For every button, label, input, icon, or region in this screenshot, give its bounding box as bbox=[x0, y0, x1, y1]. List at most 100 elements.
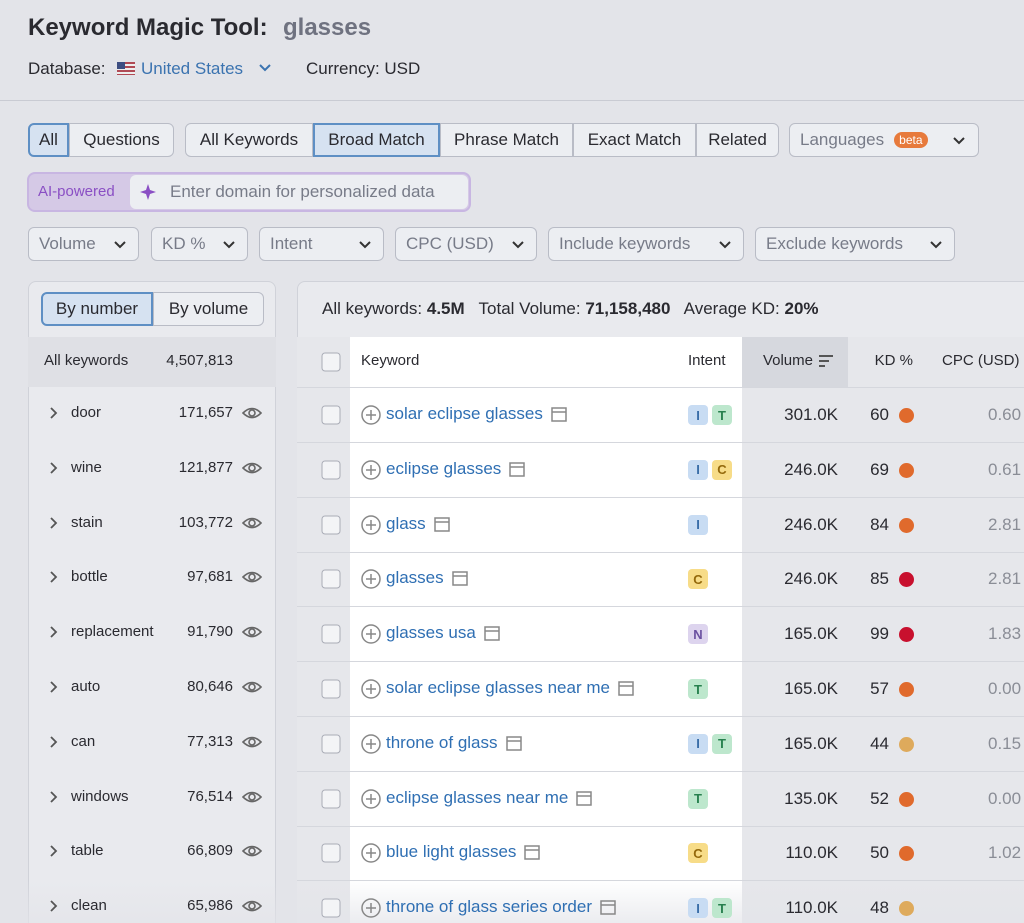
all-keywords-count: 4,507,813 bbox=[166, 352, 233, 369]
row-divider bbox=[297, 825, 1024, 827]
tab[interactable]: All bbox=[28, 123, 69, 157]
filter[interactable]: Volume bbox=[28, 227, 139, 261]
tab[interactable]: All Keywords bbox=[185, 123, 313, 157]
keyword[interactable]: solar eclipse glasses bbox=[386, 404, 543, 423]
keyword[interactable]: blue light glasses bbox=[386, 842, 517, 862]
kd-dot bbox=[899, 572, 914, 588]
eye-icon bbox=[241, 515, 263, 536]
checkbox bbox=[321, 460, 341, 485]
intent-badge: I bbox=[688, 514, 708, 535]
expand-icon bbox=[48, 899, 60, 918]
add-icon-svg bbox=[361, 898, 381, 918]
intent-badge: I bbox=[688, 405, 708, 425]
chevron bbox=[222, 238, 236, 256]
group-name[interactable]: stain bbox=[71, 513, 103, 531]
kd: 85 bbox=[870, 569, 889, 589]
serp-icon-svg bbox=[576, 790, 593, 806]
group-name[interactable]: windows bbox=[71, 787, 129, 805]
languages-label: Languages bbox=[800, 130, 885, 149]
group-name[interactable]: table bbox=[71, 842, 104, 860]
filter[interactable]: Exclude keywords bbox=[755, 227, 955, 261]
expand-icon-svg bbox=[50, 900, 58, 912]
tab[interactable]: Phrase Match bbox=[440, 123, 573, 157]
expand-icon bbox=[48, 516, 60, 535]
keyword[interactable]: eclipse glasses near me bbox=[386, 787, 569, 807]
column-header[interactable]: CPC (USD) bbox=[942, 352, 1020, 369]
chevron bbox=[259, 64, 271, 72]
cpc: 1.02 bbox=[988, 843, 1022, 863]
add-icon-svg bbox=[361, 569, 381, 590]
chevron bbox=[953, 137, 965, 145]
intent-badge: I bbox=[688, 898, 708, 919]
add-icon bbox=[361, 898, 381, 923]
kd: 60 bbox=[870, 405, 889, 424]
group-name[interactable]: door bbox=[71, 404, 102, 421]
filter[interactable]: KD % bbox=[151, 227, 248, 261]
keyword[interactable]: glasses bbox=[386, 568, 444, 588]
add-icon bbox=[361, 624, 381, 649]
group-name[interactable]: can bbox=[71, 732, 96, 750]
group-name[interactable]: wine bbox=[71, 458, 102, 476]
keyword[interactable]: eclipse glasses bbox=[386, 458, 502, 478]
intent-badge: N bbox=[688, 624, 708, 645]
group-name[interactable]: auto bbox=[71, 678, 101, 695]
tab[interactable]: Related bbox=[696, 123, 779, 157]
checkbox bbox=[321, 515, 341, 540]
column-header[interactable]: KD % bbox=[874, 352, 913, 369]
expand-icon bbox=[48, 570, 60, 589]
filter[interactable]: CPC (USD) bbox=[395, 227, 537, 261]
summary-label: Average KD: bbox=[683, 299, 780, 318]
eye-icon bbox=[241, 679, 263, 700]
cpc: 0.00 bbox=[988, 679, 1022, 698]
eye-icon bbox=[241, 460, 263, 481]
checkbox bbox=[321, 679, 341, 704]
add-icon-svg bbox=[361, 460, 381, 480]
toggle[interactable]: By volume bbox=[153, 292, 264, 326]
chevron bbox=[718, 238, 732, 256]
keyword[interactable]: throne of glass bbox=[386, 732, 498, 752]
intent-badge: T bbox=[712, 405, 732, 425]
kd-dot bbox=[899, 846, 914, 862]
tab[interactable]: Broad Match bbox=[313, 123, 440, 157]
filter[interactable]: Intent bbox=[259, 227, 384, 261]
checkbox bbox=[321, 898, 341, 923]
eye-icon bbox=[241, 624, 263, 645]
sidebar bbox=[28, 281, 276, 923]
serp-icon bbox=[576, 790, 593, 812]
group-name[interactable]: clean bbox=[71, 897, 107, 915]
serp-icon-svg bbox=[433, 516, 450, 532]
intent-badge: T bbox=[688, 788, 708, 809]
add-icon bbox=[361, 679, 381, 704]
expand-icon-svg bbox=[50, 571, 58, 584]
domain-input[interactable] bbox=[130, 175, 468, 209]
eye-icon-svg bbox=[241, 681, 263, 693]
header bbox=[0, 0, 1024, 101]
chevron-svg bbox=[719, 241, 731, 249]
row-divider bbox=[297, 496, 1024, 498]
add-icon-svg bbox=[361, 843, 381, 864]
expand-icon bbox=[48, 790, 60, 809]
keyword[interactable]: glass bbox=[386, 513, 426, 533]
group-name[interactable]: replacement bbox=[71, 623, 154, 641]
keyword[interactable]: throne of glass series order bbox=[386, 897, 592, 917]
sort-icon-svg bbox=[819, 355, 833, 367]
add-icon bbox=[361, 514, 381, 540]
checkbox bbox=[321, 789, 341, 814]
volume: 246.0K bbox=[784, 459, 838, 479]
keyword[interactable]: solar eclipse glasses near me bbox=[386, 678, 610, 697]
column-header[interactable]: Volume bbox=[762, 352, 813, 369]
toggle[interactable]: By number bbox=[41, 292, 153, 326]
intent-badge: I bbox=[688, 459, 708, 480]
kd-dot bbox=[899, 901, 914, 917]
tab[interactable]: Exact Match bbox=[573, 123, 696, 157]
all-keywords-label: All keywords bbox=[44, 352, 129, 369]
keyword[interactable]: glasses usa bbox=[386, 623, 476, 643]
serp-icon bbox=[433, 516, 450, 538]
group-name[interactable]: bottle bbox=[71, 568, 108, 586]
database-select[interactable]: United States bbox=[141, 59, 244, 78]
column-header[interactable]: Keyword bbox=[361, 352, 420, 369]
languages-select[interactable]: Languages beta bbox=[789, 123, 979, 157]
tab[interactable]: Questions bbox=[69, 123, 174, 157]
filter[interactable]: Include keywords bbox=[548, 227, 744, 261]
